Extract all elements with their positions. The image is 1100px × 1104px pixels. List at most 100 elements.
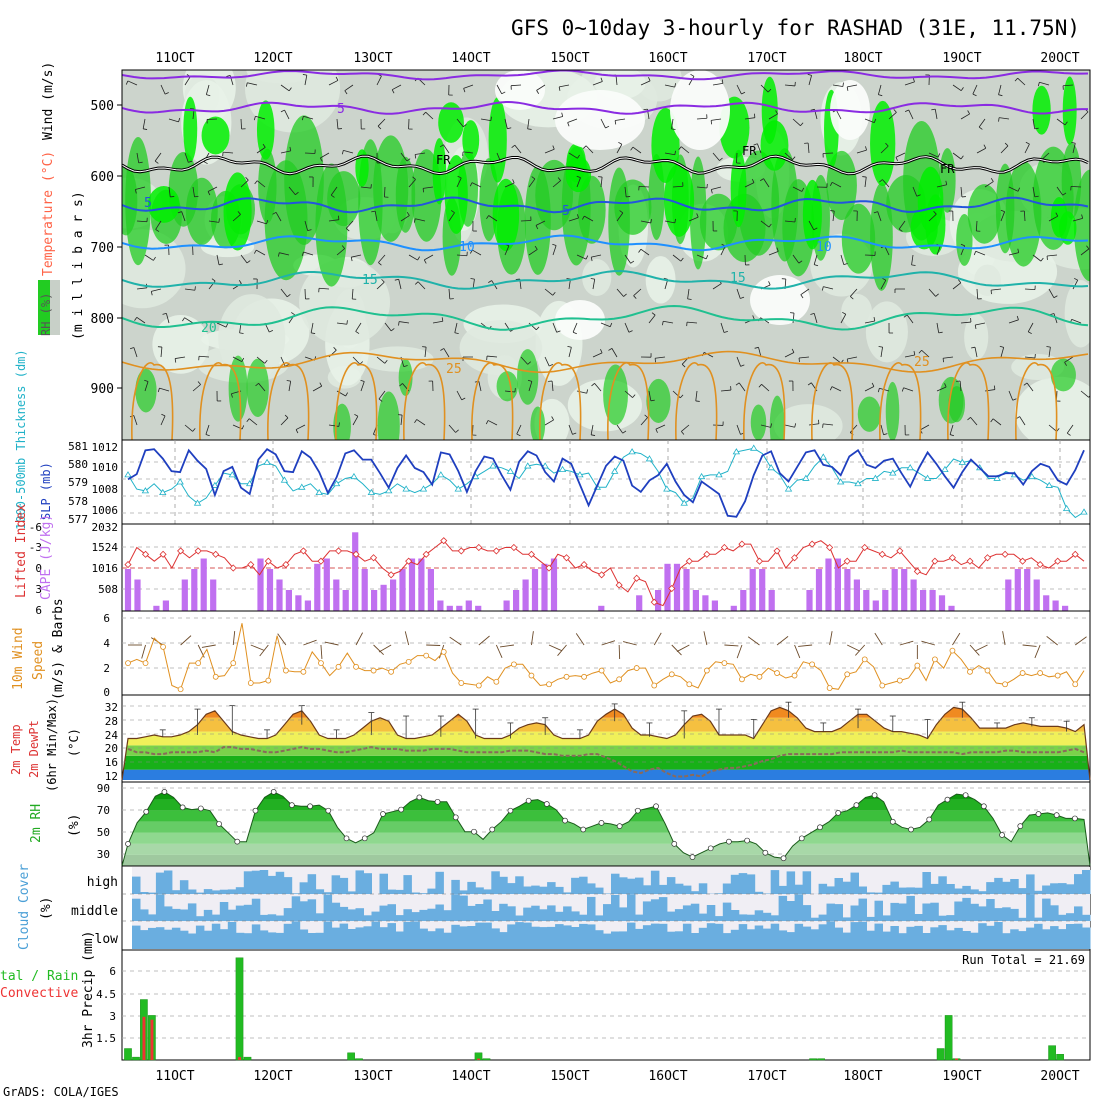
slp-ylabel-thickness: 1000-500mb Thickness (dm)	[14, 349, 28, 530]
rh2m-marker	[981, 804, 986, 809]
cape-bar	[930, 590, 936, 611]
cloud-cell	[1074, 924, 1083, 949]
cloud-cell	[763, 913, 772, 921]
rh2m-marker	[854, 803, 859, 808]
cloud-cell	[172, 928, 181, 949]
cape-bar	[504, 601, 510, 612]
cloud-cell	[635, 878, 644, 894]
cape-bar	[816, 569, 822, 611]
wind10m-speed-line-marker	[985, 668, 990, 673]
cloud-cell	[515, 876, 524, 894]
cloud-cell	[835, 904, 844, 921]
cape-bar	[683, 569, 689, 611]
rh-dry-patch	[670, 70, 730, 150]
cape-bar	[551, 559, 557, 612]
rh2m-marker	[672, 841, 677, 846]
cloud-cell	[188, 934, 197, 950]
rh-low-patch	[517, 349, 538, 405]
cape-bar	[362, 569, 368, 611]
cloud-cell	[204, 910, 213, 921]
cloud-cell	[675, 931, 684, 949]
cloud-cell	[954, 902, 963, 922]
cloud-cell	[595, 888, 604, 894]
cape-bar	[163, 601, 169, 612]
cape-bar	[863, 590, 869, 611]
precip-bar	[1049, 1046, 1056, 1060]
cloud-cell	[954, 928, 963, 949]
cloud-cell	[276, 916, 285, 922]
cloud-cell	[324, 922, 333, 950]
cloud-cell	[1010, 879, 1019, 894]
cloud-cell	[547, 905, 556, 921]
rh2m-marker	[198, 806, 203, 811]
upper-barb-flag	[943, 358, 944, 362]
wind10m-speed-line-marker	[845, 672, 850, 677]
cloud-cell	[731, 930, 740, 949]
wind10m-speed-line-marker	[599, 668, 604, 673]
rh2m-marker	[781, 856, 786, 861]
cloud-cell	[938, 916, 947, 921]
cloud-cell	[875, 901, 884, 921]
cloud-cell	[284, 908, 293, 921]
cloud-cell	[507, 883, 516, 894]
cloud-cell	[747, 874, 756, 894]
upper-ylabel-temp: Temperature (°C)	[41, 151, 56, 276]
bottom-date-label: 14OCT	[451, 1069, 490, 1084]
rh-bright-patch	[462, 120, 479, 160]
precip-bar	[937, 1049, 944, 1061]
wind10m-speed-line-marker	[213, 674, 218, 679]
cloud-cell	[930, 884, 939, 894]
precip-ylabel-mm: 3hr Precip (mm)	[81, 931, 96, 1048]
rh2m-marker	[253, 808, 258, 813]
cape-bar	[1062, 606, 1068, 611]
cloud-cell	[475, 923, 484, 949]
cloud-cell	[300, 901, 309, 921]
wind10m-speed-line-marker	[932, 657, 937, 662]
cloud-cell	[140, 930, 149, 949]
rh-green-patch	[327, 171, 360, 226]
precip-bar	[244, 1057, 251, 1060]
cape-bar	[636, 595, 642, 611]
cloud-cell	[435, 872, 444, 894]
cloud-cell	[691, 933, 700, 949]
upper-ytick-label: 800	[91, 312, 114, 327]
cloud-cell	[1034, 924, 1043, 949]
cloud-cell	[435, 928, 444, 949]
bottom-date-label: 20OCT	[1040, 1069, 1079, 1084]
cloud-cell	[739, 924, 748, 949]
wind10m-speed-line-marker	[967, 669, 972, 674]
cloud-cell	[1074, 874, 1083, 894]
cloud-cell	[747, 915, 756, 921]
upper-ylabel-rh: RH (%)	[39, 293, 53, 336]
cloud-cell	[986, 882, 995, 894]
cloud-cell	[244, 871, 253, 894]
cloud-cell	[579, 924, 588, 949]
cloud-cell	[348, 909, 357, 921]
cloud-cell	[451, 925, 460, 949]
upper-barb-flag	[862, 177, 866, 178]
cloud-cell	[388, 890, 397, 894]
chart-title: GFS 0~10day 3-hourly for RASHAD (31E, 11…	[511, 16, 1080, 40]
temp-tick: 24	[105, 729, 119, 742]
rh2m-marker	[927, 817, 932, 822]
wind-tick: 0	[103, 686, 110, 699]
cape-bar	[532, 569, 538, 611]
wind10m-speed-line-marker	[950, 648, 955, 653]
cloud-cell	[898, 933, 907, 949]
precip-ylabel-conv: Convective	[0, 986, 78, 1001]
cape-bar	[210, 580, 216, 612]
cape-bar	[882, 590, 888, 611]
upper-ytick-label: 500	[91, 99, 114, 114]
wind-ylabel-1: 10m Wind	[11, 627, 26, 690]
wind10m-speed-line-marker	[424, 653, 429, 658]
cloud-cell	[268, 932, 277, 949]
cloud-cell	[595, 915, 604, 921]
upper-barb-flag	[170, 196, 174, 197]
rh-bright-patch	[224, 172, 252, 250]
cape-bar	[286, 590, 292, 611]
cloud-cell	[835, 928, 844, 949]
cloud-cell	[954, 889, 963, 895]
wind10m-speed-line-marker	[266, 678, 271, 683]
cloud-cell	[779, 930, 788, 949]
